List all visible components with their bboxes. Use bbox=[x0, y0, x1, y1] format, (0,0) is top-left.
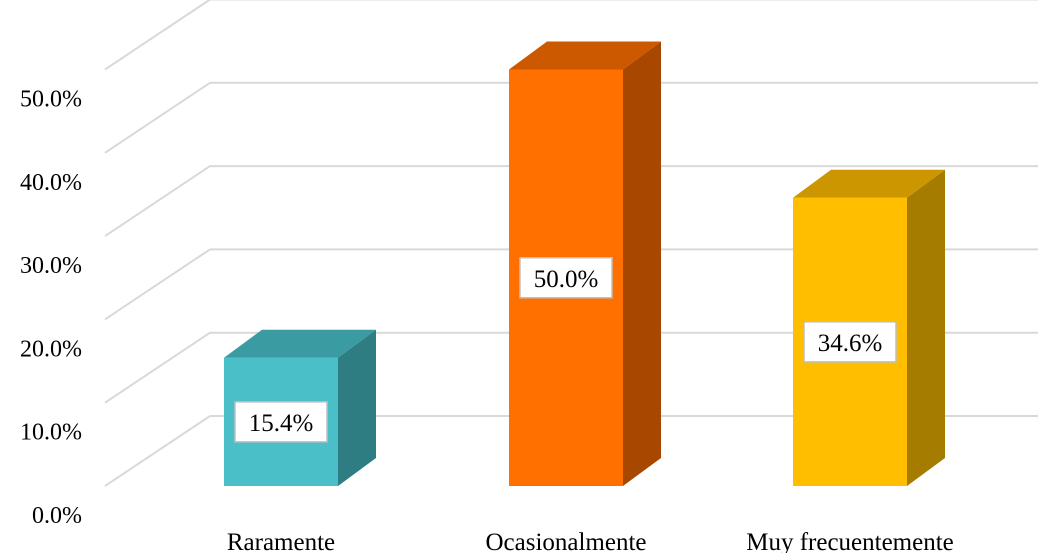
gridline-diagonal-5 bbox=[104, 0, 211, 71]
y-axis: 0.0% 10.0% 20.0% 30.0% 40.0% 50.0% bbox=[20, 87, 82, 530]
gridline-diagonal-1 bbox=[104, 331, 211, 404]
gridline-diagonal-4 bbox=[104, 81, 211, 154]
y-tick-label: 40.0% bbox=[20, 170, 82, 196]
bar-raramente: 15.4% bbox=[224, 329, 376, 486]
x-category-label: Muy frecuentemente bbox=[746, 529, 954, 553]
gridline-diagonal-2 bbox=[104, 248, 211, 321]
y-tick-label: 20.0% bbox=[20, 336, 82, 362]
data-label-text: 15.4% bbox=[249, 410, 314, 437]
data-label-text: 34.6% bbox=[818, 330, 883, 357]
data-label-text: 50.0% bbox=[534, 266, 599, 293]
y-tick-label: 10.0% bbox=[20, 420, 82, 446]
data-label: 50.0% bbox=[519, 257, 613, 299]
x-axis: Raramente Ocasionalmente Muy frecuentement… bbox=[227, 529, 954, 553]
bar-top bbox=[224, 329, 376, 358]
bar-side bbox=[338, 329, 376, 486]
y-tick-label: 30.0% bbox=[20, 253, 82, 279]
bar-muy-frecuentemente: 34.6% bbox=[793, 169, 945, 487]
y-tick-label: 0.0% bbox=[32, 503, 82, 529]
data-label-box bbox=[803, 321, 897, 363]
data-label-box bbox=[519, 257, 613, 299]
bar-ocasionalmente: 50.0% bbox=[509, 41, 661, 486]
bar-side bbox=[907, 169, 945, 487]
y-tick-label: 50.0% bbox=[20, 87, 82, 113]
gridline-diagonal-0 bbox=[104, 415, 211, 487]
x-category-label: Ocasionalmente bbox=[485, 529, 646, 553]
data-label: 34.6% bbox=[803, 321, 897, 363]
x-category-label: Raramente bbox=[227, 529, 335, 553]
bar-top bbox=[793, 169, 945, 198]
bar-side bbox=[623, 41, 661, 486]
gridline-diagonal-3 bbox=[104, 165, 211, 237]
bars: 15.4% 50.0% 34.6% bbox=[224, 41, 945, 487]
data-label: 15.4% bbox=[234, 401, 328, 443]
bar-top bbox=[509, 41, 661, 70]
data-label-box bbox=[234, 401, 328, 443]
